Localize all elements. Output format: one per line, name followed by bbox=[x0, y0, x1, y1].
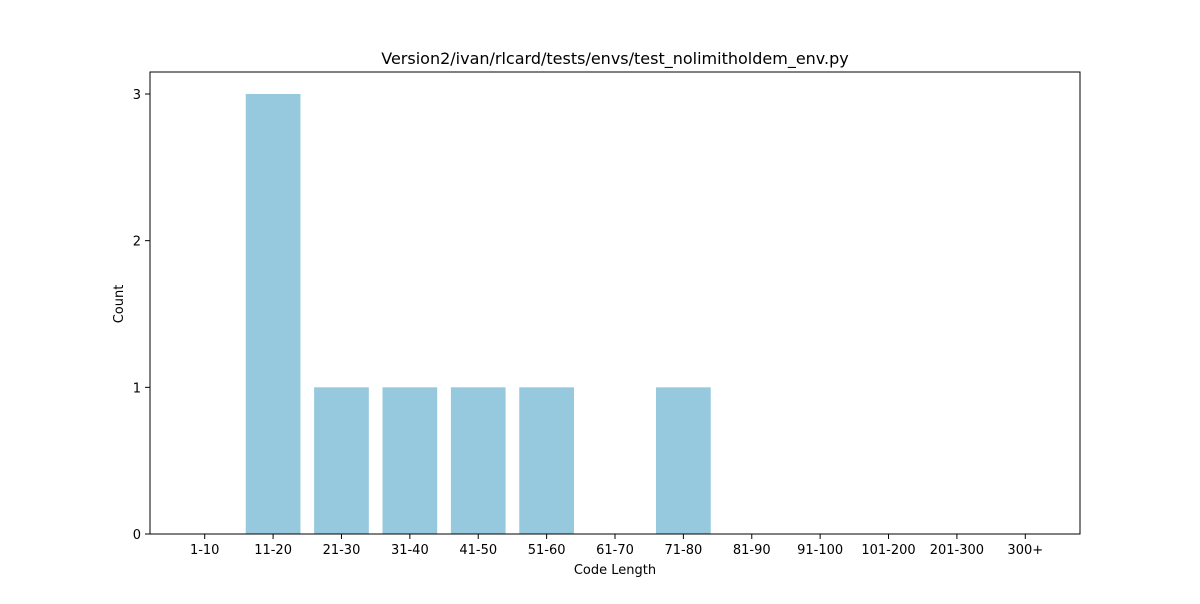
y-tick-label: 3 bbox=[133, 88, 141, 103]
bar-41-50 bbox=[450, 387, 506, 534]
bar-11-20 bbox=[245, 94, 301, 534]
y-axis-label: Count bbox=[112, 285, 127, 324]
x-axis-label: Code Length bbox=[574, 563, 656, 578]
x-tick-label: 91-100 bbox=[797, 543, 843, 558]
plot-area-frame bbox=[149, 71, 1081, 535]
bar-51-60 bbox=[519, 387, 574, 534]
x-tick-label: 1-10 bbox=[190, 543, 220, 558]
x-tick-label: 300+ bbox=[1007, 543, 1043, 558]
bar-71-80 bbox=[656, 387, 711, 534]
y-tick-label: 1 bbox=[133, 381, 141, 396]
y-tick-label: 0 bbox=[133, 528, 141, 543]
x-tick-label: 31-40 bbox=[391, 543, 429, 558]
x-tick-label: 81-90 bbox=[733, 543, 771, 558]
x-tick-label: 101-200 bbox=[861, 543, 915, 558]
x-tick-label: 71-80 bbox=[664, 543, 702, 558]
x-axis-ticks: 1-10 11-20 21-30 31-40 41-50 51-60 61-70 71-80 8… bbox=[190, 534, 1043, 558]
x-tick-label: 41-50 bbox=[459, 543, 497, 558]
x-tick-label: 11-20 bbox=[254, 543, 292, 558]
bar-21-30 bbox=[314, 387, 369, 534]
x-tick-label: 61-70 bbox=[596, 543, 634, 558]
x-tick-label: 21-30 bbox=[323, 543, 361, 558]
x-tick-label: 51-60 bbox=[528, 543, 566, 558]
y-axis-ticks: 0 1 2 3 bbox=[133, 88, 150, 543]
bar-31-40 bbox=[382, 387, 438, 534]
chart-title: Version2/ivan/rlcard/tests/envs/test_nol… bbox=[381, 49, 849, 69]
bars bbox=[245, 94, 711, 534]
y-tick-label: 2 bbox=[133, 235, 141, 250]
x-tick-label: 201-300 bbox=[930, 543, 984, 558]
